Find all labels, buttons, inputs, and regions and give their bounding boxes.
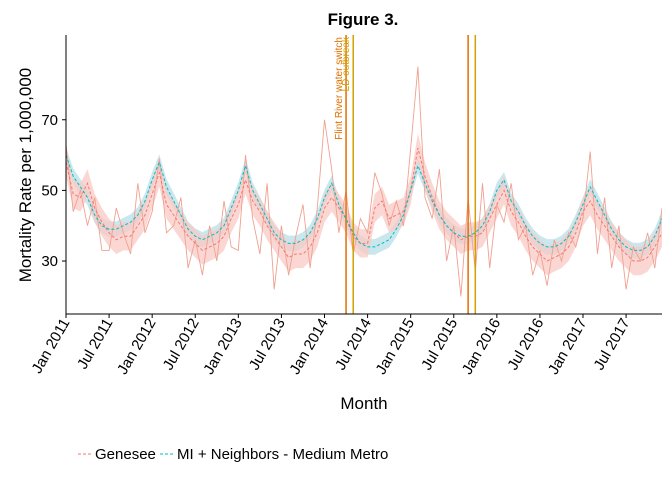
y-tick-label: 50: [41, 182, 58, 199]
x-tick-label: Jan 2015: [373, 316, 419, 378]
x-tick-label: Jul 2016: [504, 316, 547, 374]
x-tick-label: Jan 2013: [200, 316, 246, 378]
x-tick-label: Jul 2012: [160, 316, 203, 374]
event-label: Flint River water switch: [334, 37, 345, 140]
x-tick-label: Jan 2012: [114, 316, 160, 378]
x-tick-label: Jul 2013: [246, 316, 289, 374]
x-axis-title: Month: [340, 394, 387, 413]
x-tick-label: Jan 2016: [459, 316, 505, 378]
event-label: LD outbreak: [341, 36, 352, 91]
x-tick-label: Jul 2011: [74, 316, 117, 373]
series-line-mi-neighbors: [66, 154, 662, 251]
x-tick-label: Jan 2017: [545, 316, 591, 378]
y-axis-title: Mortality Rate per 1,000,000: [16, 68, 35, 283]
x-tick-label: Jan 2011: [28, 316, 73, 377]
x-tick-label: Jul 2015: [418, 316, 461, 374]
y-tick-label: 30: [41, 253, 58, 270]
confidence-band-genesee: [66, 133, 662, 276]
legend: Genesee MI + Neighbors - Medium Metro: [78, 446, 388, 463]
x-tick-label: Jul 2014: [332, 316, 375, 374]
x-tick-label: Jan 2014: [286, 316, 332, 378]
series-line-genesee: [66, 147, 662, 262]
genesee-raw-line: [66, 66, 662, 297]
legend-label-mi-neighbors: MI + Neighbors - Medium Metro: [177, 446, 388, 463]
chart-title: Figure 3.: [328, 10, 399, 29]
y-tick-label: 70: [41, 112, 58, 129]
x-tick-label: Jul 2017: [590, 316, 633, 374]
legend-label-genesee: Genesee: [95, 446, 156, 463]
